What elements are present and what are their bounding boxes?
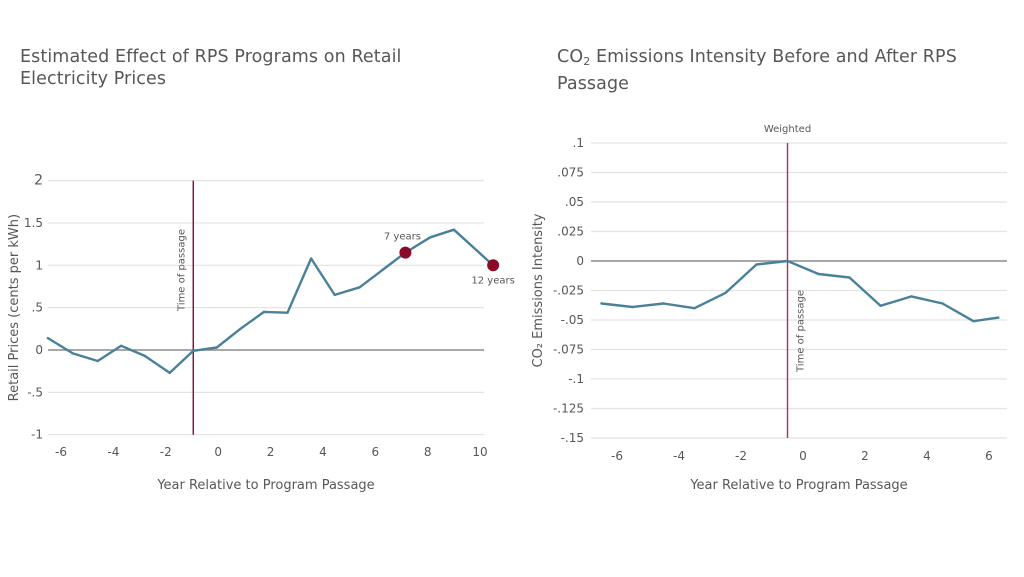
y-tick-label: -.05	[561, 313, 584, 327]
x-tick-label: 6	[985, 449, 993, 463]
x-tick-label: -4	[107, 445, 119, 459]
data-point	[381, 268, 385, 271]
x-tick-label: -4	[673, 449, 685, 463]
data-point	[972, 319, 975, 323]
y-axis-label: Retail Prices (cents per kWh)	[7, 214, 22, 401]
y-tick-label: .5	[32, 301, 43, 315]
data-point	[262, 310, 266, 314]
title-suffix: Emissions Intensity Before and After RPS…	[557, 47, 957, 94]
data-point	[333, 293, 336, 297]
y-tick-label: .025	[557, 225, 584, 239]
data-point	[192, 349, 195, 353]
y-tick-label: 1	[35, 258, 43, 272]
x-tick-label: -6	[55, 445, 67, 459]
title-co-prefix: CO	[557, 47, 584, 67]
title-subscript: 2	[583, 55, 591, 68]
y-tick-label: -.5	[27, 385, 43, 399]
y-tick-label: 2	[34, 173, 43, 189]
x-tick-label: 2	[267, 445, 275, 459]
y-tick-label: -.075	[553, 343, 584, 357]
series-line	[46, 228, 495, 375]
x-tick-label: -6	[611, 449, 623, 463]
x-tick-label: 6	[371, 445, 379, 459]
data-point	[786, 259, 789, 263]
data-point	[941, 302, 944, 305]
y-tick-label: -.025	[553, 284, 584, 298]
y-tick-label: .1	[573, 136, 584, 150]
x-tick-label: -2	[735, 449, 747, 463]
y-tick-label: 0	[35, 343, 43, 357]
x-tick-label: 4	[319, 445, 327, 459]
x-axis-label: Year Relative to Program Passage	[156, 478, 374, 493]
highlight-point-label: 12 years	[471, 275, 514, 286]
time-of-passage-label: Time of passage	[176, 229, 187, 312]
series-line	[600, 259, 1000, 323]
x-tick-label: 2	[861, 449, 869, 463]
highlight-point	[399, 246, 412, 259]
data-point	[358, 286, 361, 289]
data-point	[46, 336, 50, 340]
data-point	[143, 354, 147, 358]
data-point	[168, 371, 171, 375]
y-tick-label: .05	[565, 195, 584, 209]
y-tick-label: -.125	[553, 402, 584, 416]
y-tick-label: 1.5	[24, 216, 43, 230]
chart-title-left: Estimated Effect of RPS Programs on Reta…	[20, 47, 402, 89]
y-tick-label: .075	[557, 166, 584, 180]
y-tick-label: 0	[576, 254, 584, 268]
data-point	[452, 228, 456, 231]
data-point	[286, 311, 289, 314]
data-point	[910, 295, 913, 298]
x-tick-label: 4	[923, 449, 931, 463]
y-tick-label: -1	[31, 428, 43, 442]
x-tick-label: -2	[160, 445, 172, 459]
x-axis-label: Year Relative to Program Passage	[689, 478, 907, 493]
x-tick-label: 10	[472, 445, 487, 459]
y-tick-label: -.1	[568, 372, 584, 386]
data-point	[215, 346, 219, 349]
data-point	[755, 263, 758, 266]
y-axis-label: CO₂ Emissions Intensity	[531, 213, 546, 367]
data-point	[96, 359, 99, 363]
data-point	[600, 302, 603, 305]
data-point	[848, 276, 851, 279]
data-point	[631, 305, 634, 309]
data-point	[817, 272, 820, 276]
data-point	[662, 302, 665, 305]
data-point	[879, 304, 882, 308]
highlight-point-label: 7 years	[384, 232, 421, 243]
x-tick-label: 0	[214, 445, 222, 459]
x-tick-label: 0	[799, 449, 807, 463]
chart-subtitle-weighted: Weighted	[764, 124, 811, 135]
data-point	[724, 291, 727, 295]
time-of-passage-label: Time of passage	[796, 290, 807, 373]
data-point	[71, 352, 74, 355]
y-tick-label: -.15	[561, 431, 584, 445]
highlight-point	[487, 259, 500, 272]
data-point	[239, 327, 242, 331]
x-tick-label: 8	[424, 445, 432, 459]
chart-title-right: CO2 Emissions Intensity Before and After…	[557, 46, 977, 95]
data-point	[693, 307, 696, 310]
data-point	[120, 344, 123, 347]
data-point	[429, 236, 432, 239]
data-point	[309, 257, 313, 260]
right-chart: .1 .075 .05 .025 0 -.025 -.05 -.075 -.1 -.125 -.15…	[531, 124, 1007, 493]
data-point	[997, 316, 1000, 319]
